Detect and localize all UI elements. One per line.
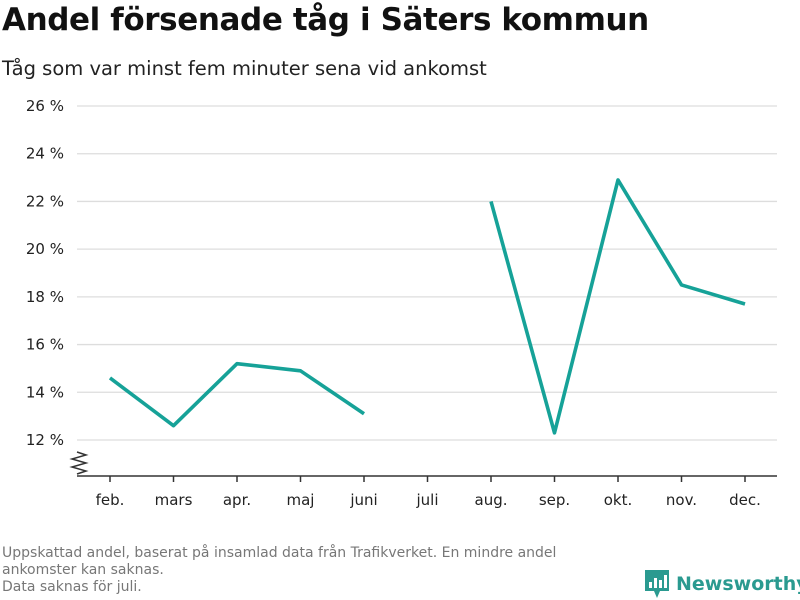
data-series [108, 178, 746, 435]
y-tick-label: 14 % [26, 383, 64, 401]
footnote-missing-data: Data saknas för juli. [2, 579, 142, 595]
y-tick-label: 26 % [26, 97, 64, 115]
footnote: Uppskattad andel, baserat på insamlad da… [2, 545, 622, 596]
x-tick-label: apr. [223, 491, 251, 509]
x-tick-label: okt. [604, 491, 633, 509]
brand-name: Newsworthy [676, 573, 800, 595]
bar-chart-logo-icon [645, 570, 669, 598]
line-chart: 12 % 14 % 16 % 18 % 20 % 22 % 24 % 26 % feb. mar… [26, 97, 777, 509]
x-tick-label: aug. [475, 491, 508, 509]
x-tick-label: nov. [666, 491, 697, 509]
y-tick-label: 20 % [26, 240, 64, 258]
series-line-segment [489, 178, 746, 435]
y-gridlines [77, 105, 777, 441]
x-tick-label: juni [349, 491, 377, 509]
x-tick-label: feb. [96, 491, 125, 509]
x-tick-labels: feb. mars apr. maj juni juli aug. sep. okt. nov. d… [96, 491, 761, 509]
x-tick-label: dec. [729, 491, 761, 509]
x-tick-label: maj [287, 491, 315, 509]
axis-break-icon [69, 451, 89, 475]
axis-break-zigzag [69, 451, 89, 475]
x-tick-label: sep. [539, 491, 570, 509]
footnote-source: Uppskattad andel, baserat på insamlad da… [2, 545, 557, 578]
y-tick-label: 12 % [26, 431, 64, 449]
chart-title: Andel försenade tåg i Säters kommun [2, 2, 649, 38]
x-axis [77, 475, 777, 482]
y-tick-label: 18 % [26, 288, 64, 306]
x-tick-label: mars [155, 491, 193, 509]
brand-logo[interactable]: Newsworthy [644, 569, 800, 599]
y-tick-label: 24 % [26, 145, 64, 163]
x-tick-label: juli [415, 491, 438, 509]
y-tick-labels: 12 % 14 % 16 % 18 % 20 % 22 % 24 % 26 % [26, 97, 64, 449]
y-tick-label: 22 % [26, 192, 64, 210]
series-line-segment [108, 361, 366, 428]
chart-subtitle: Tåg som var minst fem minuter sena vid a… [2, 57, 487, 80]
y-tick-label: 16 % [26, 336, 64, 354]
